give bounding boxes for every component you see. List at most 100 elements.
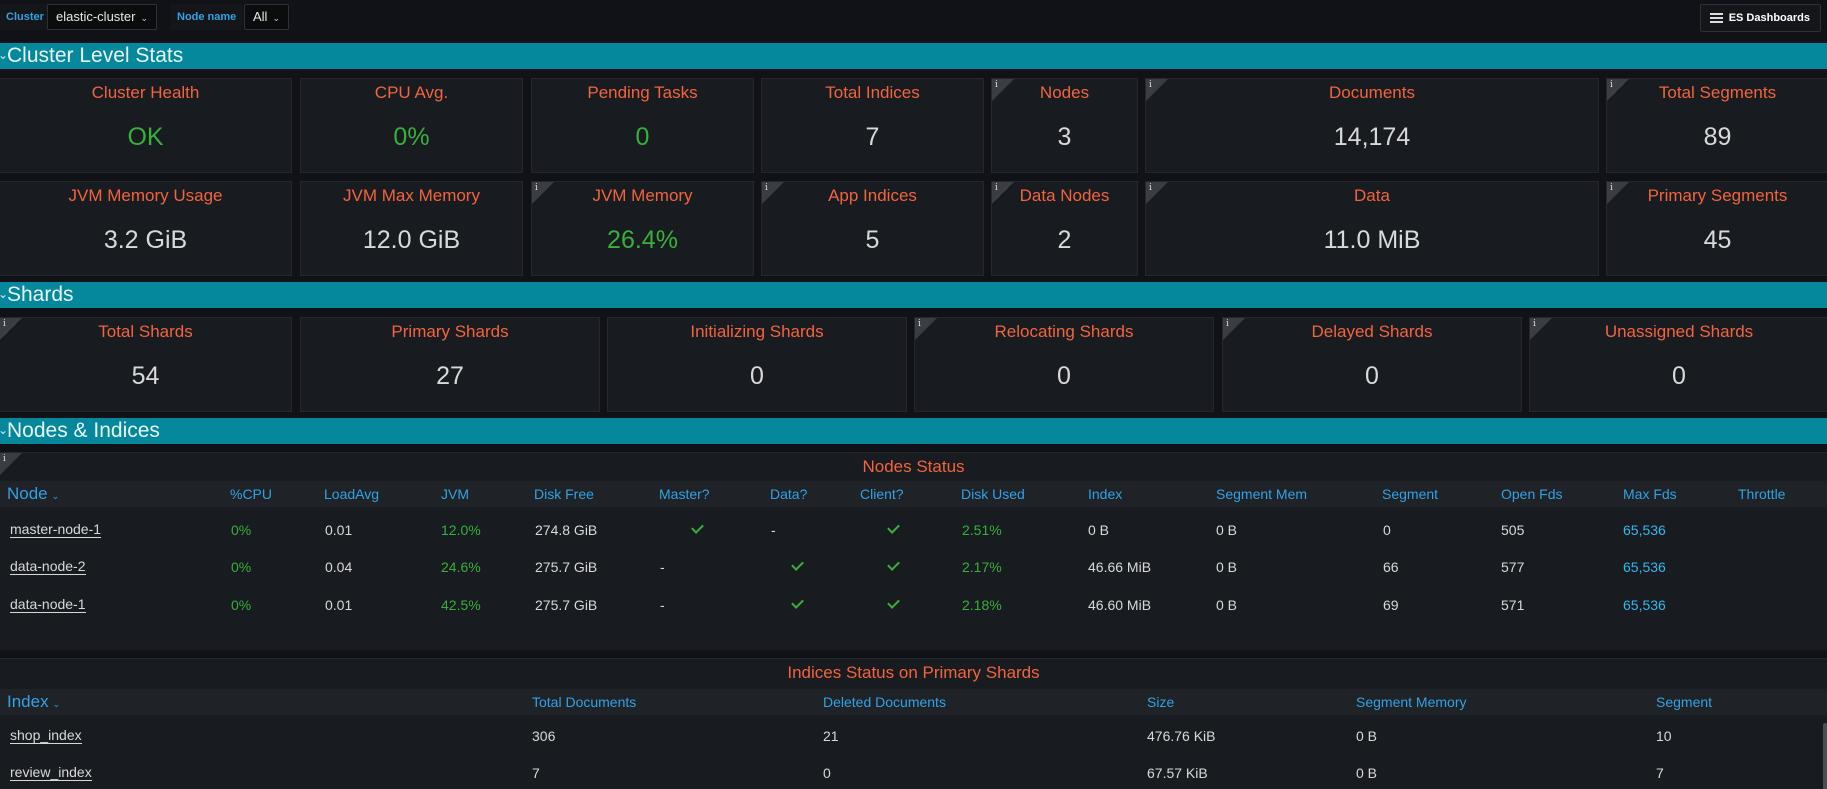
panel-title: Primary Segments [1647,186,1788,205]
table-scrollbar[interactable] [1823,723,1827,789]
column-header-jvm[interactable]: JVM [441,486,469,502]
info-corner[interactable] [532,182,554,204]
node-link[interactable]: master-node-1 [10,521,102,538]
column-header-loadavg[interactable]: LoadAvg [324,486,380,502]
panel-title: Delayed Shards [1311,322,1433,341]
panel-value: 27 [436,362,464,390]
info-icon[interactable]: i [1149,80,1152,90]
info-corner[interactable] [992,79,1014,101]
check-icon [887,521,900,534]
panel-title: JVM Memory Usage [68,186,223,205]
column-header-total-documents[interactable]: Total Documents [532,694,637,710]
column-header-cpu[interactable]: %CPU [230,486,273,502]
info-icon[interactable]: i [995,80,998,90]
deleted-documents-cell: 21 [823,728,839,744]
row-nodes-indices[interactable]: ⌄ Nodes & Indices [0,418,1827,444]
master-cell: - [660,559,665,575]
panel-title: Cluster Health [91,83,200,102]
stat-panel-data: i Data 11.0 MiB [1145,181,1599,276]
jvm-cell: 12.0% [441,522,481,538]
column-header-size[interactable]: Size [1147,694,1175,710]
info-icon[interactable]: i [3,319,6,329]
panel-title: Data [1354,186,1390,205]
panel-value: 45 [1703,226,1732,254]
column-header-segment-memory[interactable]: Segment Memory [1356,694,1467,710]
row-title: Cluster Level Stats [7,44,184,67]
segment-memory-cell: 0 B [1356,728,1378,744]
info-icon[interactable]: i [765,183,768,193]
column-header-node[interactable]: Node ⌄ [7,484,59,504]
info-corner[interactable] [1146,182,1168,204]
max-fds-cell: 65,536 [1623,559,1666,575]
info-icon[interactable]: i [1226,319,1229,329]
column-header-segment[interactable]: Segment [1656,694,1713,710]
info-corner[interactable] [1607,79,1629,101]
row-shards[interactable]: ⌄ Shards [0,282,1827,308]
info-icon[interactable]: i [1610,183,1613,193]
column-header-client[interactable]: Client? [860,486,904,502]
column-header-segment-mem[interactable]: Segment Mem [1216,486,1308,502]
column-header-disk-used[interactable]: Disk Used [961,486,1025,502]
column-header-max-fds[interactable]: Max Fds [1623,486,1677,502]
column-header-deleted-documents[interactable]: Deleted Documents [823,694,946,710]
info-corner[interactable] [1223,318,1245,340]
info-icon[interactable]: i [1533,319,1536,329]
info-icon[interactable]: i [1610,80,1613,90]
column-header-index[interactable]: Index ⌄ [7,692,60,712]
cpu-cell: 0% [231,597,252,613]
column-header-throttle[interactable]: Throttle [1738,486,1786,502]
total-documents-cell: 306 [532,728,556,744]
table-header: Node ⌄ %CPU LoadAvg JVM Disk Free Master?… [0,481,1827,507]
panel-value: 3.2 GiB [103,226,188,254]
disk-used-cell: 2.51% [962,522,1002,538]
jvm-cell: 24.6% [441,559,481,575]
info-corner[interactable] [0,318,22,340]
panel-title: Total Shards [98,322,193,341]
es-dashboards-button[interactable]: ES Dashboards [1699,4,1821,32]
node-link[interactable]: data-node-1 [10,596,86,613]
index-cell: 0 B [1088,522,1110,538]
stat-panel-initializing-shards: Initializing Shards 0 [607,317,907,412]
stat-panel-unassigned-shards: i Unassigned Shards 0 [1529,317,1827,412]
table-row: master-node-1 0% 0.01 12.0% 274.8 GiB - … [0,514,1827,546]
info-icon[interactable]: i [918,319,921,329]
panel-value: 89 [1703,123,1732,151]
index-link[interactable]: shop_index [10,727,82,744]
node-name-variable-select[interactable]: All ⌄ [244,4,289,30]
info-icon[interactable]: i [1149,183,1152,193]
disk-free-cell: 275.7 GiB [535,559,598,575]
info-corner[interactable] [992,182,1014,204]
info-icon[interactable]: i [995,183,998,193]
panel-title: Total Segments [1658,83,1777,102]
panel-value: 0 [1057,362,1071,390]
panel-value: 12.0 GiB [362,226,461,254]
stat-panel-primary-segments: i Primary Segments 45 [1606,181,1827,276]
column-header-data[interactable]: Data? [770,486,808,502]
column-header-master[interactable]: Master? [659,486,710,502]
info-icon[interactable]: i [535,183,538,193]
info-icon[interactable]: i [3,454,6,464]
info-corner[interactable] [1146,79,1168,101]
stat-panel-pending-tasks: Pending Tasks 0 [531,78,754,173]
column-header-disk-free[interactable]: Disk Free [534,486,594,502]
index-link[interactable]: review_index [10,764,92,781]
segment-memory-cell: 0 B [1356,765,1378,781]
info-corner[interactable] [1530,318,1552,340]
row-cluster-level-stats[interactable]: ⌄ Cluster Level Stats [0,43,1827,69]
disk-used-cell: 2.18% [962,597,1002,613]
stat-panel-nodes: i Nodes 3 [991,78,1138,173]
column-header-index[interactable]: Index [1088,486,1123,502]
info-corner[interactable] [0,453,22,475]
column-header-segment[interactable]: Segment [1382,486,1439,502]
panel-title: Primary Shards [391,322,509,341]
info-corner[interactable] [762,182,784,204]
node-name-variable-value: All [253,9,268,24]
info-corner[interactable] [915,318,937,340]
panel-title: Documents [1329,83,1415,102]
total-documents-cell: 7 [532,765,540,781]
column-header-open-fds[interactable]: Open Fds [1501,486,1563,502]
node-link[interactable]: data-node-2 [10,558,86,575]
info-corner[interactable] [1607,182,1629,204]
cluster-variable-select[interactable]: elastic-cluster ⌄ [47,4,158,30]
panel-title: Nodes Status [862,457,965,476]
